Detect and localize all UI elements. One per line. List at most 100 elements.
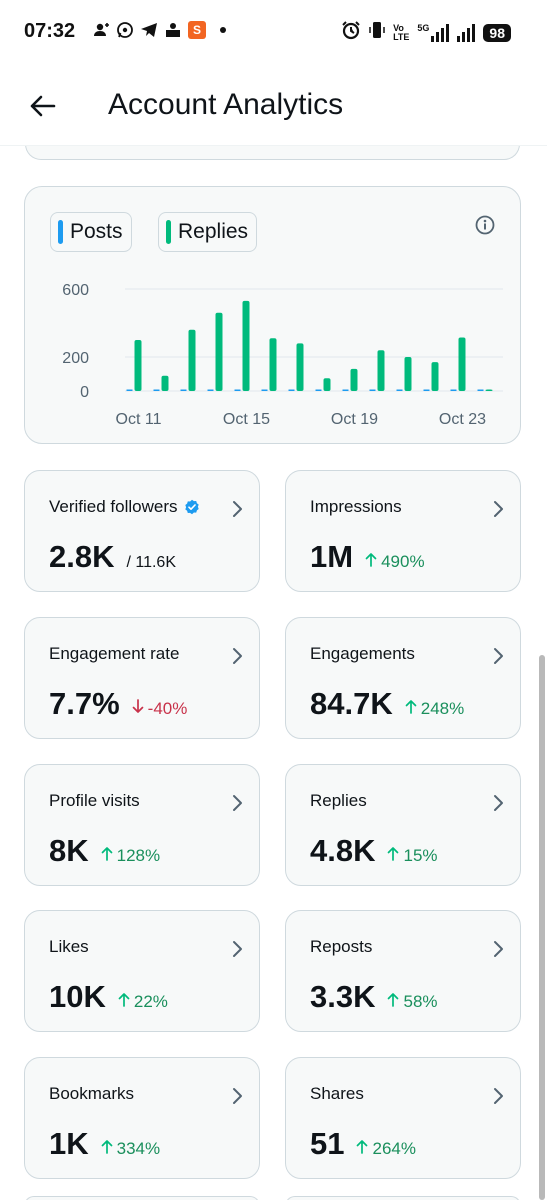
replies-bar[interactable] bbox=[242, 300, 250, 391]
replies-bar[interactable] bbox=[269, 338, 277, 391]
status-time: 07:32 bbox=[24, 20, 76, 42]
posts-bar[interactable] bbox=[207, 389, 214, 392]
chevron-right-icon bbox=[233, 1088, 242, 1104]
posts-bar[interactable] bbox=[423, 389, 430, 392]
vibrate-icon bbox=[369, 20, 385, 45]
stat-card-profile-visits[interactable]: Profile visits 8K 128% bbox=[24, 764, 260, 886]
replies-bar[interactable] bbox=[431, 362, 439, 391]
battery-indicator: 98 bbox=[483, 23, 511, 42]
stat-value: 2.8K / 11.6K bbox=[49, 539, 176, 575]
arrow-up-icon bbox=[357, 1140, 368, 1154]
stat-card-bookmarks[interactable]: Bookmarks 1K 334% bbox=[24, 1057, 260, 1179]
more-notifications-dot bbox=[220, 27, 226, 33]
replies-bar[interactable] bbox=[350, 368, 358, 391]
stat-card-engagements[interactable]: Engagements 84.7K 248% bbox=[285, 617, 521, 739]
legend-replies[interactable]: Replies bbox=[158, 212, 258, 252]
stat-card-replies[interactable]: Replies 4.8K 15% bbox=[285, 764, 521, 886]
posts-bar[interactable] bbox=[369, 389, 376, 392]
stat-sub-text: 22% bbox=[133, 992, 168, 1011]
replies-bar[interactable] bbox=[485, 389, 493, 392]
stat-value-text: 4.8K bbox=[310, 833, 376, 868]
stat-value-text: 8K bbox=[49, 833, 89, 868]
stat-value-text: 51 bbox=[310, 1126, 345, 1161]
stat-sub-text: 264% bbox=[372, 1139, 416, 1158]
posts-bar[interactable] bbox=[234, 389, 241, 392]
posts-bar[interactable] bbox=[288, 389, 295, 392]
stat-card-shares[interactable]: Shares 51 264% bbox=[285, 1057, 521, 1179]
stat-sub-text: 128% bbox=[116, 846, 161, 865]
whatsapp-icon bbox=[116, 21, 134, 39]
chevron-right-icon bbox=[233, 941, 242, 957]
chevron-right-icon bbox=[494, 941, 503, 957]
stat-sub-text: / 11.6K bbox=[126, 554, 176, 571]
stat-value: 8K 128% bbox=[49, 833, 160, 869]
y-tick-label: 0 bbox=[80, 384, 89, 401]
x-tick-label: Oct 23 bbox=[439, 411, 486, 428]
stat-value-text: 7.7% bbox=[49, 686, 120, 721]
replies-bar[interactable] bbox=[458, 337, 466, 391]
replies-bar[interactable] bbox=[161, 375, 169, 391]
volte-indicator: Vo LTE bbox=[393, 22, 410, 42]
stat-value-text: 2.8K bbox=[49, 539, 115, 574]
stat-card-reposts[interactable]: Reposts 3.3K 58% bbox=[285, 910, 521, 1032]
y-tick-label: 600 bbox=[62, 282, 89, 299]
chevron-right-icon bbox=[233, 501, 242, 517]
posts-bar[interactable] bbox=[126, 389, 133, 392]
x-tick-label: Oct 15 bbox=[223, 411, 270, 428]
posts-bar[interactable] bbox=[153, 389, 160, 392]
stat-label-text: Engagement rate bbox=[49, 644, 180, 663]
posts-bar[interactable] bbox=[396, 389, 403, 392]
chevron-right-icon bbox=[494, 501, 503, 517]
stat-card-engagement-rate[interactable]: Engagement rate 7.7% -40% bbox=[24, 617, 260, 739]
replies-bar[interactable] bbox=[215, 312, 223, 391]
stat-label-text: Impressions bbox=[310, 497, 402, 516]
stat-card-impressions[interactable]: Impressions 1M 490% bbox=[285, 470, 521, 592]
news-icon bbox=[164, 21, 182, 39]
stat-sub-text: 334% bbox=[116, 1139, 161, 1158]
replies-bar[interactable] bbox=[404, 357, 412, 391]
stat-total: / 11.6K bbox=[126, 554, 176, 571]
stat-sub-text: 58% bbox=[403, 992, 438, 1011]
system-icons: Vo LTE 5G 98 bbox=[341, 20, 511, 45]
x-tick-label: Oct 11 bbox=[116, 411, 162, 428]
stat-value-text: 84.7K bbox=[310, 686, 393, 721]
stat-value-text: 3.3K bbox=[310, 979, 376, 1014]
add-user-icon bbox=[92, 21, 110, 39]
stat-change: 22% bbox=[118, 992, 168, 1011]
notification-icons: S bbox=[92, 21, 226, 39]
stat-value: 51 264% bbox=[310, 1126, 416, 1162]
x-tick-label: Oct 19 bbox=[331, 411, 378, 428]
replies-bar[interactable] bbox=[323, 378, 331, 391]
posts-bar[interactable] bbox=[315, 389, 322, 392]
stat-change: 128% bbox=[101, 846, 160, 865]
replies-bar[interactable] bbox=[377, 350, 385, 391]
stat-value-text: 1M bbox=[310, 539, 354, 574]
stat-label: Likes bbox=[49, 937, 89, 957]
replies-bar[interactable] bbox=[188, 329, 196, 391]
info-icon[interactable] bbox=[474, 214, 496, 236]
stat-label: Reposts bbox=[310, 937, 372, 957]
replies-bar[interactable] bbox=[134, 340, 142, 391]
back-button[interactable] bbox=[22, 86, 62, 126]
chevron-right-icon bbox=[494, 1088, 503, 1104]
posts-bar[interactable] bbox=[180, 389, 187, 392]
stat-sub-text: 490% bbox=[381, 552, 425, 571]
stat-label-text: Engagements bbox=[310, 644, 415, 663]
arrow-up-icon bbox=[405, 700, 417, 714]
scrollbar[interactable] bbox=[539, 655, 545, 1200]
posts-bar[interactable] bbox=[450, 389, 457, 392]
arrow-up-icon bbox=[118, 993, 130, 1007]
stat-change: 264% bbox=[356, 1139, 416, 1158]
replies-bar[interactable] bbox=[296, 343, 304, 391]
stat-card-verified-followers[interactable]: Verified followers 2.8K / 11.6K bbox=[24, 470, 260, 592]
posts-bar[interactable] bbox=[261, 389, 268, 392]
posts-bar[interactable] bbox=[342, 389, 349, 392]
stat-label-text: Replies bbox=[310, 791, 367, 810]
stat-value-text: 1K bbox=[49, 1126, 89, 1161]
arrow-up-icon bbox=[101, 847, 112, 861]
stat-card-likes[interactable]: Likes 10K 22% bbox=[24, 910, 260, 1032]
legend-posts[interactable]: Posts bbox=[50, 212, 132, 252]
stat-change: 334% bbox=[101, 1139, 160, 1158]
arrow-up-icon bbox=[365, 553, 377, 567]
posts-bar[interactable] bbox=[477, 389, 484, 392]
